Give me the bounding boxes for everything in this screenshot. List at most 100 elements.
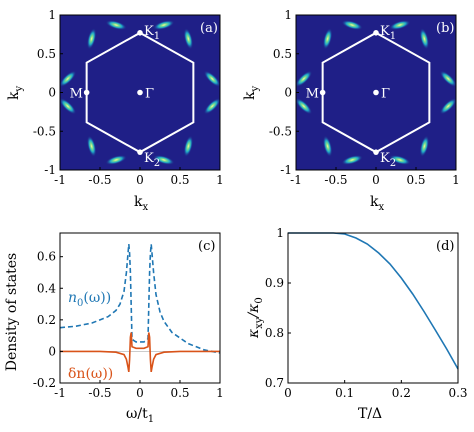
panel-a-ticks: -1 -0.5 0 0.5 1 -1 -0.5 0 0.5 1 [33,8,224,187]
panel-a-points: K1 K2 M Γ [70,24,160,169]
k-point-marker [137,149,143,155]
panel-b-label: (b) [436,21,454,36]
series-line [288,232,459,370]
k-point-label: M [70,87,83,102]
x-tick-label: 1 [216,386,224,400]
panel-a-ylabel: ky [6,86,25,100]
x-tick-label: -1 [54,386,66,400]
panel-c: -1 -0.5 0 0.5 1 -0.2 0 0.2 0.4 0.6 (c) n0(ω)) δn(… [4,232,224,425]
x-tick-label: 0.5 [170,173,189,187]
x-tick-label: 0.1 [335,386,354,400]
intensity-spot [389,20,411,30]
intensity-spot [296,98,313,115]
intensity-spot [439,70,456,87]
series-line [59,244,221,354]
series-label-dn: δn(ω)) [68,366,113,382]
y-tick-label: 1 [284,8,292,22]
panel-c-label: (c) [198,239,215,254]
intensity-spot [439,98,456,115]
intensity-spot [153,155,175,165]
k-point-marker [137,30,143,36]
intensity-spot [341,155,363,165]
intensity-spot [105,155,127,165]
x-tick-label: -0.5 [88,173,111,187]
intensity-spot [60,98,77,115]
panel-b: K1 K2 M Γ -1 -0.5 0 0.5 1 -1 -0.5 0 0.5 1 (b) kx ky [242,8,460,213]
intensity-spot [389,155,411,165]
k-point-label: Γ [381,87,390,102]
y-tick-label: 1 [276,226,284,240]
intensity-spot [203,98,220,115]
intensity-spot [86,28,97,50]
panel-c-ylabel: Density of states [4,253,20,372]
panel-b-xlabel: kx [370,194,384,213]
panel-a: K1 K2 M Γ -1 -0.5 0 0.5 1 -1 -0.5 0 0.5 1 (a) kx ky [6,8,224,213]
k-point-marker [319,89,326,96]
panel-b-ticks: -1 -0.5 0 0.5 1 -1 -0.5 0 0.5 1 [269,8,460,187]
intensity-spot [419,135,430,157]
intensity-spot [105,20,127,30]
intensity-spot [341,20,363,30]
y-tick-label: 0.4 [37,281,56,295]
k-point-label: Γ [145,87,154,102]
y-tick-label: 1 [48,8,56,22]
series-label-n0: n0(ω)) [68,290,111,309]
y-tick-label: 0.5 [273,47,292,61]
x-tick-label: 0 [136,386,144,400]
x-tick-label: 1 [452,173,460,187]
panel-b-intensity [296,20,456,165]
x-tick-label: 0.2 [392,386,411,400]
y-tick-label: -0.5 [33,124,56,138]
y-tick-label: 0.2 [37,313,56,327]
y-tick-label: 0.7 [265,376,284,390]
panel-d-ticks: 0 0.1 0.2 0.3 0.7 0.8 0.9 1 [265,226,468,400]
x-tick-label: -0.5 [324,173,347,187]
y-tick-label: 0 [284,86,292,100]
x-tick-label: -0.5 [88,386,111,400]
k-point-label: K1 [144,24,160,42]
intensity-spot [296,70,313,87]
panel-a-intensity [60,20,220,165]
intensity-spot [60,70,77,87]
y-tick-label: 0.6 [37,250,56,264]
panel-d: 0 0.1 0.2 0.3 0.7 0.8 0.9 1 (d) T/Δ κxy/κ0 [246,226,468,422]
panel-a-xlabel: kx [134,194,148,213]
intensity-spot [203,70,220,87]
k-point-marker [373,30,379,36]
x-tick-label: 0.5 [406,173,425,187]
intensity-spot [322,135,333,157]
y-tick-label: -1 [280,163,292,177]
k-point-label: K2 [380,151,396,169]
x-tick-label: 0.5 [170,386,189,400]
k-point-label: K2 [144,151,160,169]
k-point-label: K1 [380,24,396,42]
panel-d-frame [287,232,459,384]
panel-c-ticks: -1 -0.5 0 0.5 1 -0.2 0 0.2 0.4 0.6 [33,250,224,400]
y-tick-label: 0 [48,344,56,358]
panel-d-xlabel: T/Δ [358,406,382,422]
x-tick-label: 0.3 [448,386,467,400]
x-tick-label: 0 [284,386,292,400]
x-tick-label: -1 [54,173,66,187]
k-point-marker [83,89,90,96]
x-tick-label: 1 [216,173,224,187]
intensity-spot [322,28,333,50]
y-tick-label: -0.5 [269,124,292,138]
y-tick-label: 0.9 [265,276,284,290]
intensity-spot [183,28,194,50]
panel-c-plot [59,244,221,373]
panel-b-points: K1 K2 M Γ [306,24,396,169]
panel-d-plot [288,232,459,370]
y-tick-label: -1 [44,163,56,177]
x-tick-label: -1 [290,173,302,187]
intensity-spot [153,20,175,30]
intensity-spot [86,135,97,157]
x-tick-label: 0 [372,173,380,187]
y-tick-label: 0.5 [37,47,56,61]
panel-a-label: (a) [200,21,218,36]
k-point-marker [373,89,379,96]
panel-d-ylabel: κxy/κ0 [246,297,265,339]
y-tick-label: 0.8 [265,326,284,340]
series-line [60,332,220,373]
